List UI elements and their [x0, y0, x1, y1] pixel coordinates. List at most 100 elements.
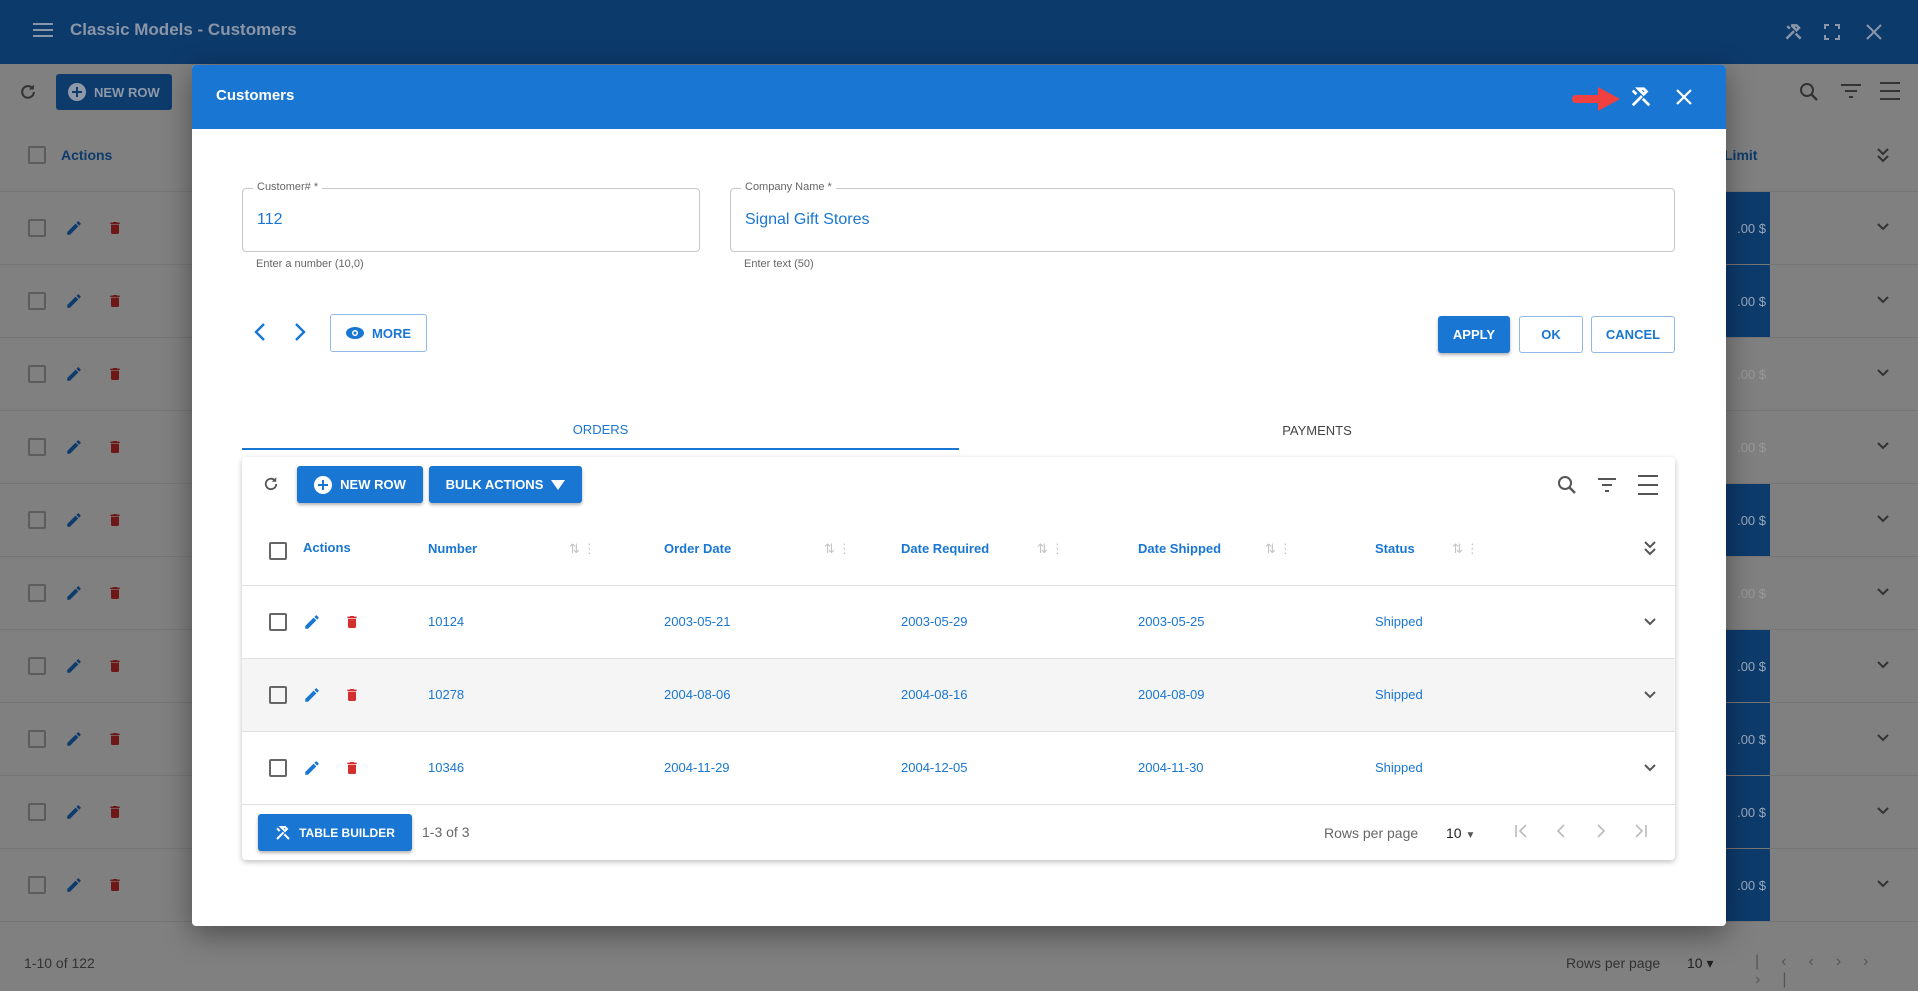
select-all-checkbox[interactable] [269, 542, 287, 560]
bg-edit-button[interactable] [65, 511, 83, 529]
bg-edit-button[interactable] [65, 219, 83, 237]
edit-button[interactable] [303, 759, 321, 777]
menu-icon[interactable] [33, 22, 53, 38]
columns-menu-icon[interactable] [1638, 475, 1658, 495]
previous-page-icon[interactable] [1554, 823, 1568, 839]
bg-row-checkbox[interactable] [28, 657, 46, 675]
refresh-icon[interactable] [262, 475, 280, 493]
bg-delete-button[interactable] [107, 219, 123, 237]
expand-row-icon[interactable] [1643, 690, 1657, 700]
expand-row-icon[interactable] [1876, 879, 1890, 889]
bg-select-all-checkbox[interactable] [28, 146, 46, 164]
delete-button[interactable] [344, 759, 360, 777]
filter-icon[interactable] [1598, 478, 1616, 492]
first-page-icon[interactable] [1514, 823, 1528, 839]
bg-row-checkbox[interactable] [28, 876, 46, 894]
column-header[interactable]: Status [1375, 541, 1415, 556]
bg-edit-button[interactable] [65, 876, 83, 894]
bg-edit-button[interactable] [65, 438, 83, 456]
close-icon[interactable] [1866, 24, 1882, 40]
table-builder-button[interactable]: TABLE BUILDER [258, 814, 412, 851]
next-record-icon[interactable] [294, 322, 306, 342]
expand-all-icon[interactable] [1643, 539, 1657, 557]
tab-payments[interactable]: PAYMENTS [1282, 422, 1352, 438]
column-header[interactable]: Date Required [901, 541, 990, 556]
expand-all-icon[interactable] [1876, 146, 1890, 164]
rows-per-page-select[interactable]: 10 ▼ [1446, 825, 1476, 841]
bg-delete-button[interactable] [107, 438, 123, 456]
bg-rows-per-page-select[interactable]: 10 ▾ [1687, 955, 1714, 971]
bg-edit-button[interactable] [65, 365, 83, 383]
edit-button[interactable] [303, 613, 321, 631]
row-checkbox[interactable] [269, 613, 287, 631]
bg-delete-button[interactable] [107, 876, 123, 894]
tools-icon[interactable] [1630, 86, 1652, 108]
apply-button[interactable]: APPLY [1438, 316, 1510, 353]
sort-icon[interactable]: ⇅⋮ [1265, 541, 1295, 556]
column-header[interactable]: Number [428, 541, 478, 556]
bg-row-checkbox[interactable] [28, 584, 46, 602]
bg-delete-button[interactable] [107, 365, 123, 383]
tab-orders[interactable]: ORDERS [242, 410, 959, 450]
customer-number-field[interactable]: Customer# * 112 [242, 181, 700, 252]
bg-row-checkbox[interactable] [28, 292, 46, 310]
bg-delete-button[interactable] [107, 292, 123, 310]
bg-pagination-controls[interactable]: |‹‹›› ›| [1755, 953, 1891, 988]
bg-row-checkbox[interactable] [28, 803, 46, 821]
expand-row-icon[interactable] [1876, 514, 1890, 524]
company-name-field[interactable]: Company Name * Signal Gift Stores [730, 181, 1675, 252]
bg-edit-button[interactable] [65, 730, 83, 748]
bg-row-checkbox[interactable] [28, 438, 46, 456]
expand-row-icon[interactable] [1643, 763, 1657, 773]
expand-row-icon[interactable] [1876, 368, 1890, 378]
sort-icon[interactable]: ⇅⋮ [569, 541, 599, 556]
bg-edit-button[interactable] [65, 803, 83, 821]
bg-delete-button[interactable] [107, 511, 123, 529]
search-icon[interactable] [1557, 475, 1577, 495]
row-checkbox[interactable] [269, 759, 287, 777]
bg-delete-button[interactable] [107, 584, 123, 602]
tools-icon[interactable] [1783, 22, 1805, 42]
expand-row-icon[interactable] [1876, 222, 1890, 232]
delete-button[interactable] [344, 613, 360, 631]
search-icon[interactable] [1799, 82, 1819, 102]
sort-icon[interactable]: ⇅⋮ [1037, 541, 1067, 556]
previous-record-icon[interactable] [254, 322, 266, 342]
bg-edit-button[interactable] [65, 292, 83, 310]
bg-row-checkbox[interactable] [28, 219, 46, 237]
bulk-actions-button[interactable]: BULK ACTIONS [429, 466, 582, 503]
column-header[interactable]: Date Shipped [1138, 541, 1222, 556]
row-checkbox[interactable] [269, 686, 287, 704]
expand-row-icon[interactable] [1876, 806, 1890, 816]
ok-button[interactable]: OK [1519, 316, 1583, 353]
sort-icon[interactable]: ⇅⋮ [1452, 541, 1482, 556]
edit-button[interactable] [303, 686, 321, 704]
bg-row-checkbox[interactable] [28, 511, 46, 529]
bg-edit-button[interactable] [65, 657, 83, 675]
sort-icon[interactable]: ⇅⋮ [824, 541, 854, 556]
filter-icon[interactable] [1841, 84, 1861, 98]
next-page-icon[interactable] [1594, 823, 1608, 839]
expand-row-icon[interactable] [1876, 587, 1890, 597]
expand-row-icon[interactable] [1876, 733, 1890, 743]
cancel-button[interactable]: CANCEL [1591, 316, 1675, 353]
fullscreen-icon[interactable] [1824, 24, 1840, 40]
close-dialog-icon[interactable] [1676, 89, 1692, 105]
bg-delete-button[interactable] [107, 730, 123, 748]
more-button[interactable]: MORE [330, 314, 427, 352]
expand-row-icon[interactable] [1876, 660, 1890, 670]
column-header[interactable]: Order Date [664, 541, 732, 556]
bg-delete-button[interactable] [107, 657, 123, 675]
bg-delete-button[interactable] [107, 803, 123, 821]
expand-row-icon[interactable] [1643, 617, 1657, 627]
expand-row-icon[interactable] [1876, 441, 1890, 451]
bg-edit-button[interactable] [65, 584, 83, 602]
refresh-icon[interactable] [18, 82, 38, 102]
bg-row-checkbox[interactable] [28, 730, 46, 748]
expand-row-icon[interactable] [1876, 295, 1890, 305]
columns-menu-icon[interactable] [1880, 82, 1900, 100]
bg-new-row-button[interactable]: NEW ROW [56, 74, 172, 110]
bg-row-checkbox[interactable] [28, 365, 46, 383]
new-row-button[interactable]: NEW ROW [297, 466, 423, 503]
last-page-icon[interactable] [1634, 823, 1648, 839]
